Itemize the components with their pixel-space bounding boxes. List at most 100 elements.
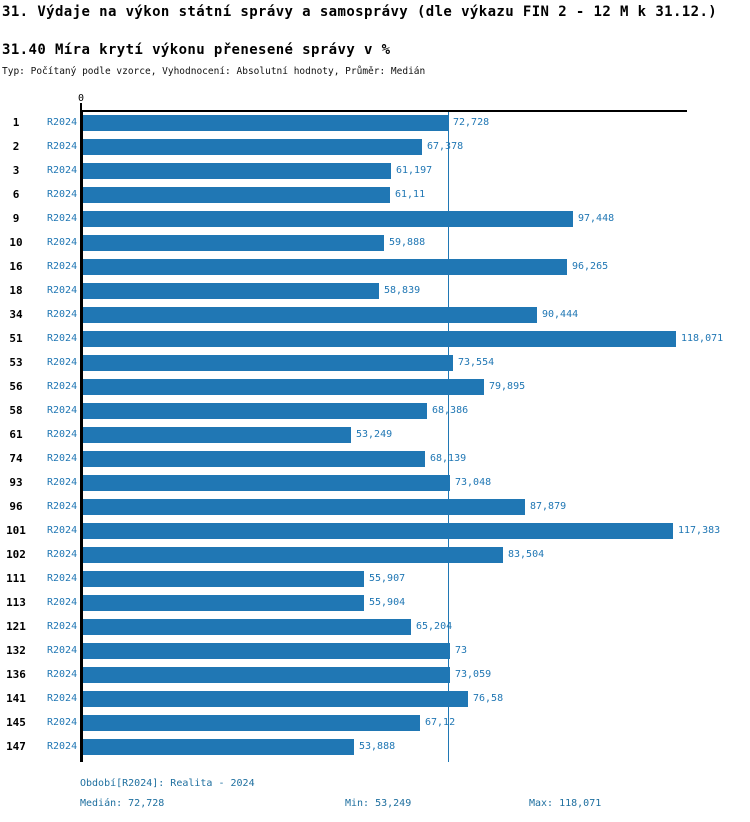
value-label: 76,58: [473, 693, 504, 704]
bar: [83, 451, 425, 467]
bar: [83, 475, 450, 491]
value-label: 118,071: [681, 333, 724, 344]
value-label: 55,907: [369, 573, 406, 584]
row-label: 1: [12, 116, 20, 129]
value-label: 117,383: [678, 525, 721, 536]
bar: [83, 619, 411, 635]
value-label: 65,204: [416, 621, 453, 632]
bar: [83, 235, 384, 251]
value-label: 53,249: [356, 429, 393, 440]
value-label: 73,554: [458, 357, 495, 368]
value-label: 68,386: [432, 405, 469, 416]
row-label: 121: [6, 620, 26, 633]
row-label: 113: [6, 596, 26, 609]
value-label: 55,904: [369, 597, 406, 608]
row-label: 34: [9, 308, 23, 321]
value-label: 67,12: [425, 717, 456, 728]
row-label: 111: [6, 572, 26, 585]
value-label: 73: [455, 645, 468, 656]
bar: [83, 187, 390, 203]
period-label: R2024: [47, 501, 78, 512]
row-label: 56: [9, 380, 23, 393]
period-label: R2024: [47, 669, 78, 680]
row-label: 16: [9, 260, 23, 273]
row-label: 102: [6, 548, 26, 561]
period-label: R2024: [47, 741, 78, 752]
median-line: [448, 112, 449, 762]
value-label: 58,839: [384, 285, 421, 296]
axis-left-line: [80, 110, 83, 762]
period-label: R2024: [47, 549, 78, 560]
footer-period-label: Období[R2024]: Realita - 2024: [80, 778, 255, 789]
bar: [83, 259, 567, 275]
bar: [83, 547, 503, 563]
row-label: 93: [9, 476, 23, 489]
bar: [83, 355, 453, 371]
value-label: 79,895: [489, 381, 526, 392]
period-label: R2024: [47, 525, 78, 536]
value-label: 68,139: [430, 453, 467, 464]
period-label: R2024: [47, 429, 78, 440]
bar: [83, 379, 484, 395]
bar: [83, 211, 573, 227]
row-label: 53: [9, 356, 23, 369]
row-label: 147: [6, 740, 26, 753]
row-label: 136: [6, 668, 26, 681]
period-label: R2024: [47, 477, 78, 488]
bar: [83, 331, 676, 347]
bar: [83, 715, 420, 731]
row-label: 96: [9, 500, 23, 513]
row-label: 18: [9, 284, 23, 297]
period-label: R2024: [47, 453, 78, 464]
value-label: 83,504: [508, 549, 545, 560]
bar: [83, 139, 422, 155]
axis-zero-tick: [80, 103, 82, 111]
value-label: 53,888: [359, 741, 396, 752]
axis-zero-label: 0: [77, 93, 85, 104]
row-label: 101: [6, 524, 26, 537]
row-label: 61: [9, 428, 23, 441]
row-label: 51: [9, 332, 23, 345]
bar: [83, 427, 351, 443]
bar: [83, 571, 364, 587]
value-label: 59,888: [389, 237, 426, 248]
value-label: 61,11: [395, 189, 426, 200]
period-label: R2024: [47, 309, 78, 320]
value-label: 97,448: [578, 213, 615, 224]
bar: [83, 643, 450, 659]
period-label: R2024: [47, 717, 78, 728]
value-label: 90,444: [542, 309, 579, 320]
row-label: 2: [12, 140, 20, 153]
row-label: 58: [9, 404, 23, 417]
bar: [83, 691, 468, 707]
row-label: 141: [6, 692, 26, 705]
row-label: 145: [6, 716, 26, 729]
row-label: 6: [12, 188, 20, 201]
period-label: R2024: [47, 165, 78, 176]
row-label: 3: [12, 164, 20, 177]
value-label: 73,048: [455, 477, 492, 488]
chart-title: 31. Výdaje na výkon státní správy a samo…: [2, 4, 718, 20]
period-label: R2024: [47, 333, 78, 344]
footer-median-stat: Medián: 72,728: [80, 798, 165, 809]
value-label: 87,879: [530, 501, 567, 512]
period-label: R2024: [47, 237, 78, 248]
period-label: R2024: [47, 693, 78, 704]
row-label: 74: [9, 452, 23, 465]
bar: [83, 163, 391, 179]
period-label: R2024: [47, 357, 78, 368]
bar: [83, 667, 450, 683]
chart-meta-line: Typ: Počítaný podle vzorce, Vyhodnocení:…: [2, 66, 426, 77]
bar: [83, 307, 537, 323]
period-label: R2024: [47, 405, 78, 416]
value-label: 72,728: [453, 117, 490, 128]
bar: [83, 499, 525, 515]
axis-top-line: [80, 110, 687, 112]
footer-max-stat: Max: 118,071: [529, 798, 602, 809]
bar: [83, 403, 427, 419]
row-label: 132: [6, 644, 26, 657]
period-label: R2024: [47, 261, 78, 272]
period-label: R2024: [47, 381, 78, 392]
